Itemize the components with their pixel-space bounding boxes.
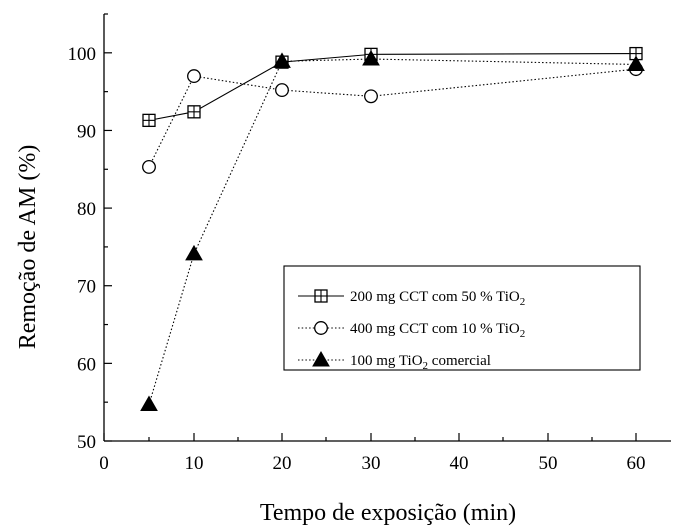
- y-axis-title: Remoção de AM (%): [15, 145, 41, 350]
- x-axis-title: Tempo de exposição (min): [260, 500, 516, 526]
- x-tick-label: 50: [539, 453, 558, 474]
- data-point: [273, 52, 291, 68]
- legend-label: 200 mg CCT com 50 % TiO2: [350, 289, 525, 308]
- y-tick-label: 60: [77, 354, 96, 375]
- series-line: [148, 53, 637, 121]
- series-1: [142, 46, 643, 128]
- x-tick-label: 10: [185, 453, 204, 474]
- y-tick-label: 70: [77, 277, 96, 298]
- x-tick-label: 40: [450, 453, 469, 474]
- legend-marker: [314, 289, 328, 303]
- legend-marker: [314, 321, 328, 335]
- data-point: [627, 55, 645, 71]
- series-3: [140, 50, 645, 412]
- legend-item: 200 mg CCT com 50 % TiO2: [298, 289, 525, 308]
- x-tick-label: 30: [362, 453, 381, 474]
- y-tick-label: 90: [77, 121, 96, 142]
- y-tick-label: 50: [77, 432, 96, 453]
- series: [140, 46, 645, 412]
- data-point: [142, 113, 156, 128]
- data-point: [140, 395, 158, 412]
- x-tick-label: 20: [273, 453, 292, 474]
- y-tick-label: 100: [68, 44, 97, 65]
- legend-item: 400 mg CCT com 10 % TiO2: [298, 321, 525, 340]
- data-point: [362, 50, 380, 66]
- legend-label: 100 mg TiO2 comercial: [350, 353, 491, 372]
- series-2: [142, 62, 643, 174]
- data-point: [185, 244, 203, 261]
- x-tick-label: 0: [99, 453, 109, 474]
- series-line: [148, 68, 637, 168]
- ticks: 50 60 70 80 90 100 0 10 20 30 40 50 60: [68, 13, 646, 474]
- legend-box: [283, 265, 641, 371]
- legend-item: 100 mg TiO2 comercial: [298, 350, 491, 372]
- series-line: [148, 58, 637, 405]
- legend: 200 mg CCT com 50 % TiO2 400 mg CCT com 1…: [283, 265, 641, 372]
- y-tick-label: 80: [77, 199, 96, 220]
- data-point: [187, 105, 201, 119]
- axes: [103, 14, 671, 442]
- x-tick-label: 60: [627, 453, 646, 474]
- data-point: [187, 69, 201, 84]
- legend-marker: [312, 350, 330, 367]
- data-point: [364, 89, 378, 104]
- data-point: [142, 159, 156, 174]
- data-point: [275, 83, 289, 98]
- legend-label: 400 mg CCT com 10 % TiO2: [350, 321, 525, 340]
